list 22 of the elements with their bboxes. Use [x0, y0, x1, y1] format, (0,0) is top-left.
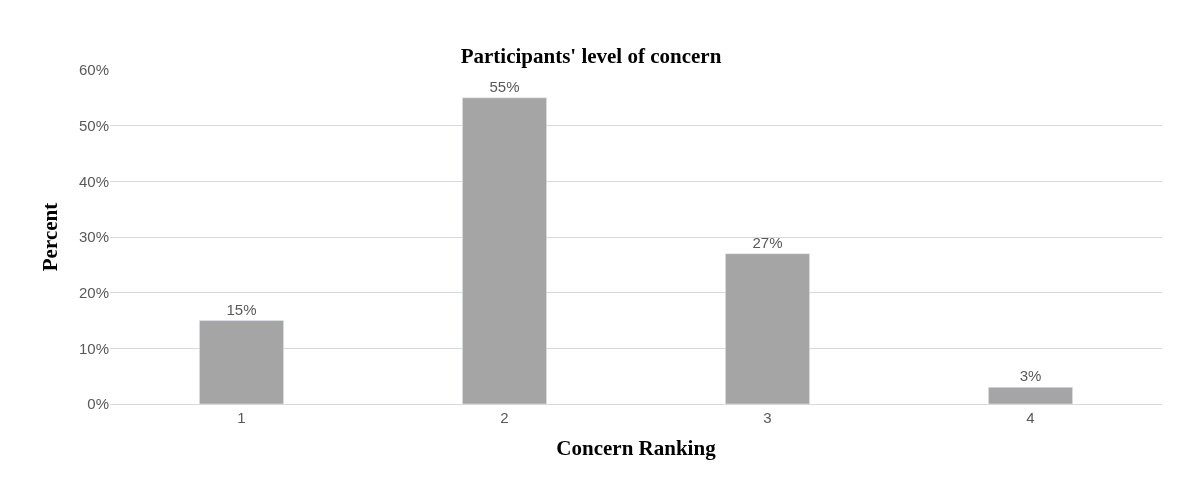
y-tick-label: 10%: [78, 339, 109, 357]
chart-title: Participants' level of concern: [460, 44, 722, 69]
y-tick-label: 20%: [78, 283, 109, 301]
x-tick-label: 1: [237, 409, 246, 426]
data-label: 27%: [752, 233, 783, 251]
y-tick-label: 40%: [78, 172, 109, 190]
y-tick-label: 30%: [78, 228, 109, 246]
y-tick-label: 0%: [87, 395, 109, 413]
bar: [725, 253, 810, 404]
bar: [199, 320, 284, 404]
y-axis-title: Percent: [38, 202, 63, 272]
x-tick-label: 4: [1026, 409, 1035, 426]
bar: [988, 387, 1073, 404]
y-tick-label: 60%: [78, 61, 109, 79]
x-tick-label: 3: [763, 409, 772, 426]
data-label: 55%: [489, 77, 520, 95]
y-tick-label: 50%: [78, 116, 109, 134]
bar: [462, 97, 547, 404]
x-axis-title: Concern Ranking: [556, 436, 717, 461]
x-tick-label: 2: [500, 409, 509, 426]
data-label: 15%: [226, 300, 257, 318]
data-label: 3%: [1019, 367, 1042, 385]
